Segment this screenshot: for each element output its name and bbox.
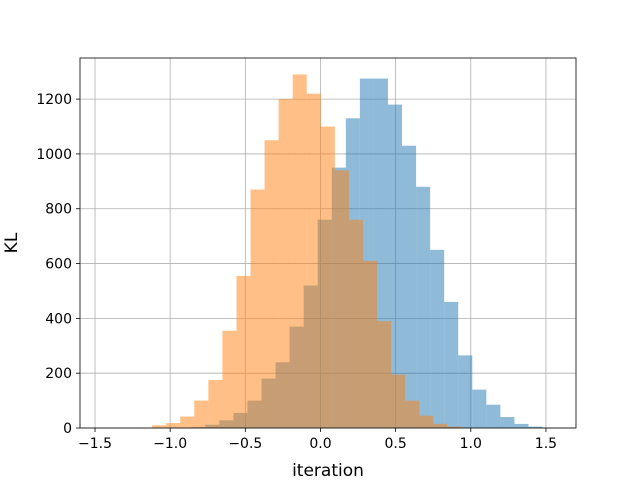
histogram-bar-series-2 [320, 126, 335, 428]
histogram-bar-series-1 [500, 417, 515, 428]
y-tick-label: 600 [45, 257, 72, 273]
histogram-bar-series-2 [306, 93, 321, 428]
x-axis-label: iteration [292, 461, 364, 480]
x-tick-label: −1.5 [78, 436, 112, 452]
histogram-bar-series-2 [376, 321, 392, 428]
y-axis-ticks: 0 200 400 600 800 1000 1200 [36, 92, 80, 437]
histogram-bars [152, 74, 543, 429]
histogram-bar-series-2 [152, 425, 167, 428]
histogram-bar-series-2 [419, 415, 434, 428]
y-tick-label: 400 [45, 311, 72, 327]
histogram-bar-series-2 [166, 423, 181, 428]
x-tick-label: 0.0 [309, 436, 331, 452]
histogram-bar-series-2 [391, 374, 406, 428]
plot-frame [79, 57, 577, 429]
histogram-bar-series-2 [236, 275, 251, 428]
histogram-bar-series-2 [194, 400, 209, 428]
histogram-bar-series-1 [402, 145, 417, 428]
y-tick-label: 1200 [36, 92, 72, 108]
histogram-bar-series-2 [348, 219, 363, 428]
x-tick-label: 0.5 [385, 436, 407, 452]
y-tick-label: 200 [45, 366, 72, 382]
histogram-bar-series-2 [208, 380, 223, 428]
histogram-bar-series-1 [514, 423, 529, 428]
histogram-bar-series-2 [278, 99, 293, 428]
x-tick-label: −1.0 [153, 436, 187, 452]
histogram-bar-series-1 [444, 301, 459, 428]
histogram-bar-series-1 [430, 249, 445, 428]
histogram-bar-series-1 [486, 404, 501, 428]
x-tick-label: −0.5 [228, 436, 262, 452]
y-tick-label: 0 [63, 421, 72, 437]
y-tick-label: 1000 [36, 147, 72, 163]
histogram-bar-series-2 [222, 330, 237, 428]
y-axis-label: KL [2, 232, 22, 253]
histogram-bar-series-1 [387, 104, 403, 428]
histogram-bar-series-2 [433, 423, 448, 428]
x-tick-label: 1.0 [460, 436, 482, 452]
x-axis-ticks: −1.5 −1.0 −0.5 0.0 0.5 1.0 1.5 [78, 428, 557, 452]
histogram-bar-series-2 [447, 426, 462, 428]
histogram-bar-series-1 [472, 389, 487, 428]
histogram-bar-series-1 [458, 355, 473, 428]
y-tick-label: 800 [45, 202, 72, 218]
histogram-bar-series-1 [528, 426, 543, 428]
histogram-bar-series-2 [405, 400, 420, 428]
histogram-bar-series-2 [180, 416, 195, 428]
histogram-bar-series-2 [362, 260, 377, 428]
histogram-bar-series-2 [250, 189, 265, 428]
x-tick-label: 1.5 [535, 436, 557, 452]
histogram-bar-series-2 [292, 74, 307, 428]
histogram-bar-series-2 [264, 140, 279, 428]
histogram-bar-series-2 [334, 170, 349, 429]
histogram-bar-series-1 [416, 186, 431, 428]
